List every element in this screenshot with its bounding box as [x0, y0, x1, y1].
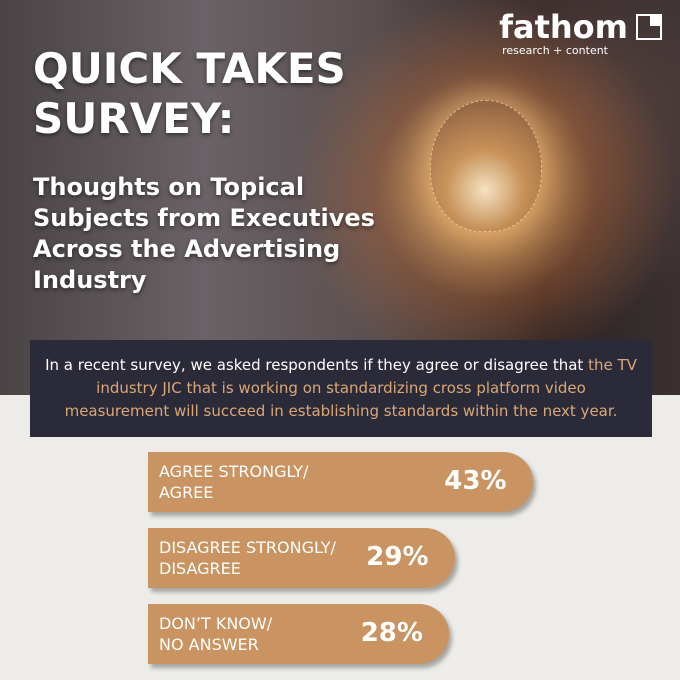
- category-label: DON’T KNOW/ NO ANSWER: [159, 614, 273, 654]
- intro-text: In a recent survey, we asked respondents…: [45, 356, 584, 374]
- background-photo: [0, 0, 680, 395]
- intro-box: In a recent survey, we asked respondents…: [30, 340, 652, 437]
- title: QUICK TAKES SURVEY:: [33, 44, 346, 143]
- value-label: 28%: [360, 618, 423, 648]
- logo-icon: [636, 14, 662, 40]
- subtitle: Thoughts on Topical Subjects from Execut…: [33, 173, 375, 294]
- value-label: 29%: [366, 542, 429, 572]
- light-bulb: [430, 100, 542, 232]
- category-label: AGREE STRONGLY/ AGREE: [159, 462, 309, 502]
- value-label: 43%: [444, 466, 507, 496]
- bar: DISAGREE STRONGLY/ DISAGREE 29%: [148, 528, 455, 588]
- logo: fathom: [499, 8, 628, 46]
- category-label: DISAGREE STRONGLY/ DISAGREE: [159, 538, 336, 578]
- intro-highlight: the TV industry JIC that is working on s…: [64, 356, 637, 420]
- bar: DON’T KNOW/ NO ANSWER 28%: [148, 604, 449, 664]
- logo-tagline: research + content: [502, 44, 608, 57]
- bar: AGREE STRONGLY/ AGREE 43%: [148, 452, 533, 512]
